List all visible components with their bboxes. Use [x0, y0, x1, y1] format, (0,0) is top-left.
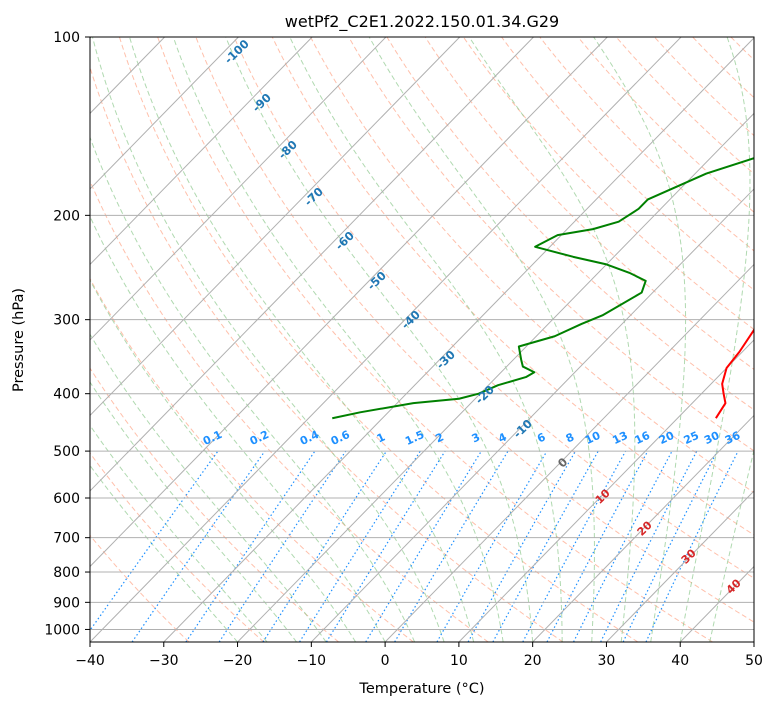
- y-tick-label: 900: [53, 595, 80, 611]
- dry-adiabat: [233, 37, 754, 579]
- mixing-ratio-line: [522, 450, 627, 642]
- y-tick-label: 600: [53, 491, 80, 507]
- temperature-profile: [715, 328, 754, 419]
- mixing-ratio-label: 30: [702, 429, 722, 447]
- dry-adiabat: [118, 37, 639, 642]
- x-axis-title: Temperature (°C): [358, 681, 484, 697]
- y-tick-label: 1000: [44, 622, 80, 638]
- moist-adiabat: [90, 333, 327, 642]
- moist-adiabat: [172, 37, 504, 642]
- isotherm-line: [384, 263, 754, 642]
- isotherm-line: [458, 339, 754, 642]
- mixing-ratio-label: 25: [682, 429, 701, 447]
- moist-adiabat: [90, 464, 238, 642]
- y-tick-label: 800: [53, 565, 80, 581]
- mixing-ratio-line: [325, 450, 446, 642]
- mixing-ratio-label: 36: [723, 429, 743, 447]
- dry-adiabat: [195, 37, 754, 623]
- moist-adiabat: [679, 37, 751, 642]
- mixing-ratio-line: [365, 450, 482, 642]
- isotherm-line: [532, 414, 754, 642]
- mixing-ratio-label: 16: [633, 429, 653, 447]
- mixing-ratio-line: [394, 450, 509, 642]
- isotherm-line: [90, 37, 313, 266]
- mixing-ratio-label: 20: [657, 429, 677, 447]
- isotherm-line: [237, 112, 754, 642]
- x-tick-label: −30: [149, 653, 179, 669]
- isotherm-line: [90, 37, 239, 190]
- dry-adiabat: [539, 37, 754, 252]
- dry-adiabat: [386, 37, 754, 411]
- x-tick-label: −20: [223, 653, 253, 669]
- mixing-ratio-line: [622, 450, 718, 642]
- mixing-ratio-line: [262, 450, 387, 642]
- mixing-ratio-line: [90, 450, 219, 632]
- dry-adiabat: [90, 277, 414, 642]
- x-tick-label: 30: [598, 653, 616, 669]
- moist-adiabat: [91, 37, 445, 642]
- moist-adiabat: [129, 37, 475, 642]
- mixing-ratio-line: [436, 450, 548, 642]
- x-tick-label: −40: [75, 653, 105, 669]
- isotherm-line: [90, 37, 682, 642]
- dry-adiabat: [90, 534, 190, 642]
- moist-adiabat: [593, 37, 687, 642]
- y-tick-label: 300: [53, 313, 80, 329]
- x-tick-label: 0: [381, 653, 390, 669]
- y-tick-label: 500: [53, 444, 80, 460]
- isotherm-line: [163, 37, 754, 642]
- dewpoint-profile: [332, 157, 754, 420]
- dry-adiabat: [157, 37, 713, 642]
- isotherm-line: [90, 37, 608, 568]
- isotherm-line: [310, 188, 754, 642]
- mixing-ratio-label: 10: [583, 429, 603, 447]
- mixing-ratio-line: [645, 450, 739, 642]
- moist-adiabat: [90, 215, 386, 642]
- moist-adiabat: [90, 381, 297, 642]
- plot-frame: [89, 36, 755, 643]
- y-tick-label: 700: [53, 531, 80, 547]
- mixing-ratio-line: [492, 450, 599, 642]
- dry-adiabat: [424, 37, 754, 370]
- isotherm-line: [753, 641, 754, 642]
- x-tick-label: 10: [450, 653, 468, 669]
- y-tick-label: 100: [53, 30, 80, 46]
- isotherm-line: [90, 37, 461, 417]
- y-tick-label: 400: [53, 387, 80, 403]
- moist-adiabat: [289, 37, 563, 642]
- moist-adiabat: [90, 279, 357, 642]
- y-tick-label: 200: [53, 208, 80, 224]
- moist-adiabat: [368, 37, 595, 642]
- x-tick-label: 50: [745, 653, 763, 669]
- y-axis-title: Pressure (hPa): [11, 288, 27, 392]
- chart-title: wetPf2_C2E1.2022.150.01.34.G29: [285, 12, 559, 32]
- dry-adiabat: [90, 65, 564, 642]
- plot-background: [90, 37, 754, 642]
- x-tick-label: 20: [524, 653, 542, 669]
- dry-adiabat: [271, 37, 754, 536]
- dry-adiabat: [90, 179, 489, 642]
- mixing-ratio-line: [467, 450, 577, 642]
- isotherm-line: [606, 490, 754, 642]
- moist-adiabat: [90, 424, 268, 642]
- moist-adiabat: [225, 37, 534, 642]
- moist-adiabat: [468, 37, 636, 642]
- mixing-ratio-label: 13: [610, 429, 629, 447]
- dry-adiabat: [501, 37, 754, 291]
- mixing-ratio-line: [299, 450, 421, 642]
- dry-adiabat: [769, 37, 775, 642]
- x-tick-label: −10: [297, 653, 327, 669]
- x-tick-label: 40: [671, 653, 689, 669]
- dry-adiabat: [615, 37, 754, 175]
- isotherm-line: [90, 37, 534, 492]
- moist-adiabat: [709, 448, 754, 642]
